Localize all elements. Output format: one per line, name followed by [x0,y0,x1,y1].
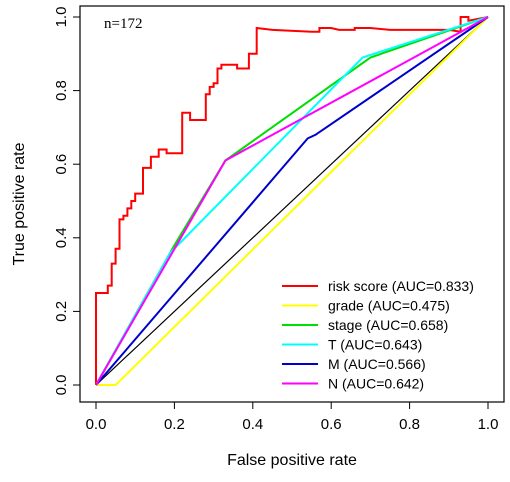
y-axis: 0.0 0.2 0.4 0.6 0.8 1.0 [53,7,80,396]
x-tick-label: 0.2 [164,416,185,433]
legend-label-2: stage (AUC=0.658) [328,317,448,333]
legend-label-5: N (AUC=0.642) [328,376,424,392]
y-tick-label: 0.4 [53,227,70,248]
legend-label-0: risk score (AUC=0.833) [328,278,474,294]
sample-size-annotation: n=172 [104,16,142,32]
y-tick-label: 0.2 [53,301,70,322]
x-tick-label: 1.0 [478,416,499,433]
y-tick-label: 0.6 [53,154,70,175]
legend-label-1: grade (AUC=0.475) [328,298,450,314]
plot-frame [79,5,505,403]
series-line-0 [95,16,489,385]
x-tick-label: 0.8 [399,416,420,433]
legend-label-3: T (AUC=0.643) [328,337,422,353]
x-tick-label: 0.4 [242,416,263,433]
reference-diagonal-layer [95,16,489,386]
legend-label-4: M (AUC=0.566) [328,356,426,372]
y-axis-title: True positive rate [11,142,28,265]
x-tick-label: 0.0 [86,416,107,433]
y-tick-label: 1.0 [53,7,70,28]
series-layer [95,16,489,386]
series-line-4 [95,16,489,386]
y-tick-label: 0.8 [53,80,70,101]
reference-diagonal-line [95,16,489,386]
y-tick-label: 0.0 [53,375,70,396]
legend: risk score (AUC=0.833) grade (AUC=0.475) s… [282,278,474,392]
series-line-5 [95,16,489,386]
x-tick-label: 0.6 [321,416,342,433]
series-line-1 [96,16,489,386]
x-axis-title: False positive rate [227,452,357,469]
x-axis: 0.0 0.2 0.4 0.6 0.8 1.0 [86,402,499,433]
